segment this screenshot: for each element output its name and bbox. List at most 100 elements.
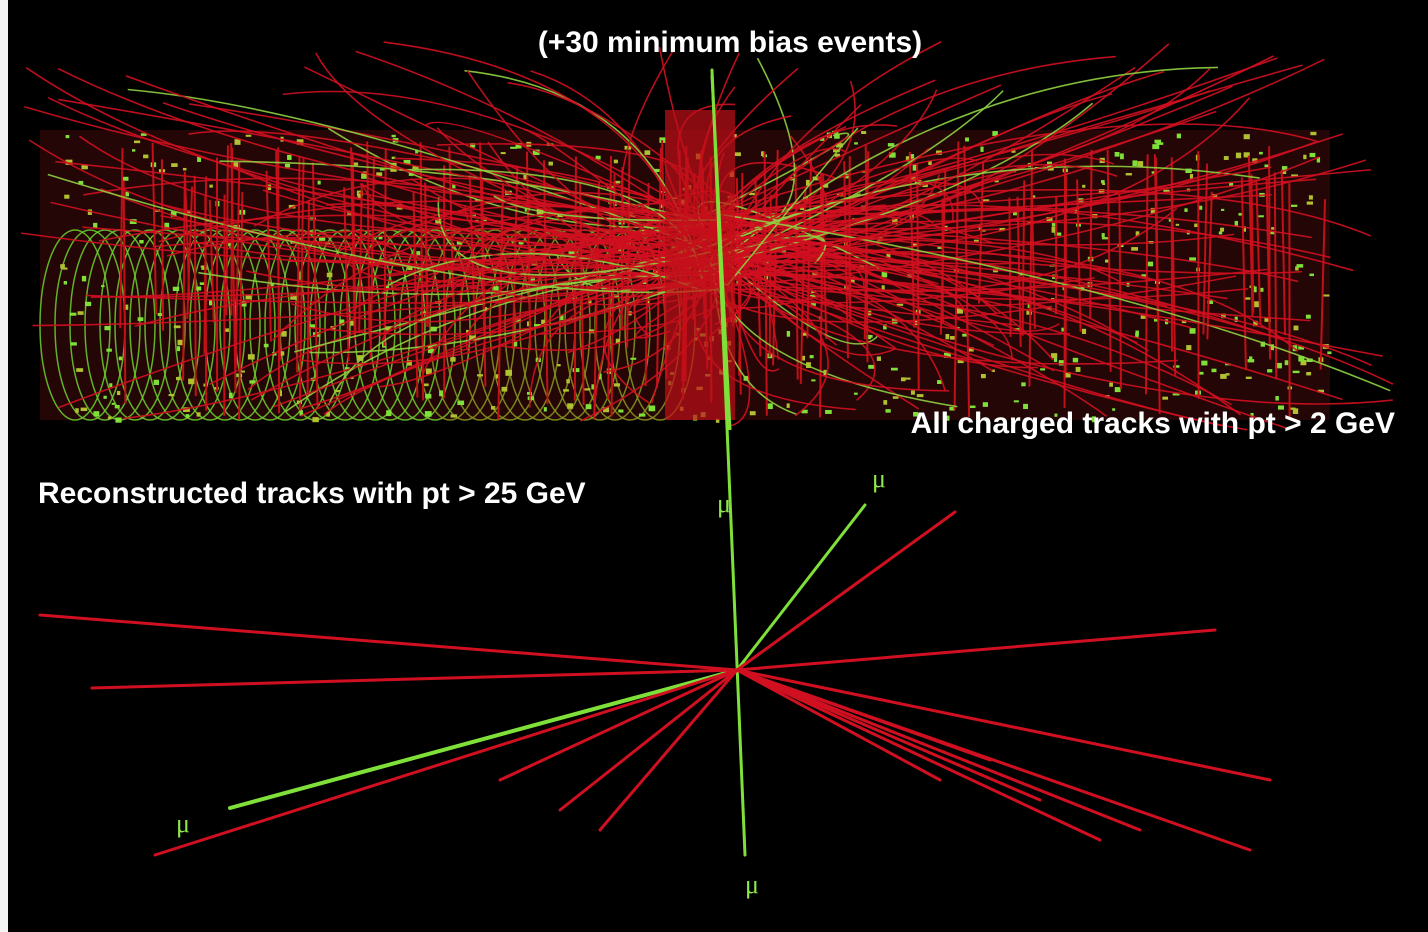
hit [85, 302, 91, 306]
hit [229, 393, 233, 399]
hit [566, 379, 570, 383]
hit [544, 407, 547, 411]
hit [117, 391, 120, 395]
hit [1126, 173, 1132, 175]
hit [1102, 183, 1105, 185]
hit [1219, 231, 1222, 234]
hit [1221, 209, 1224, 211]
hit [811, 379, 815, 381]
hit [138, 317, 144, 321]
hit [171, 163, 177, 167]
hit [1082, 329, 1086, 334]
hit [176, 377, 180, 380]
hit [567, 403, 573, 408]
hit [1307, 201, 1313, 204]
hit [854, 393, 858, 395]
hit [101, 285, 104, 287]
hit [173, 287, 179, 291]
hit [1189, 257, 1196, 260]
hit [1156, 142, 1163, 145]
hit [246, 135, 252, 137]
hit [200, 282, 205, 285]
hit [810, 355, 814, 358]
hit [491, 406, 495, 410]
hit [1306, 372, 1311, 375]
hit [424, 383, 429, 386]
hit [70, 313, 77, 316]
hit [132, 149, 135, 151]
hit [139, 240, 143, 243]
hit [1138, 161, 1144, 167]
hit [1246, 377, 1252, 379]
hit [493, 286, 498, 290]
hit [1131, 247, 1138, 251]
hit [1245, 297, 1250, 299]
hit [1294, 326, 1299, 331]
hit [188, 379, 194, 385]
hit [885, 409, 890, 412]
hit [1306, 315, 1311, 319]
hit [528, 396, 534, 400]
hit [616, 181, 621, 184]
hit [450, 357, 455, 362]
hit [1135, 331, 1139, 336]
hit [134, 141, 140, 144]
hit [825, 410, 832, 414]
hit [644, 150, 650, 155]
hit [1267, 369, 1272, 372]
hit [1327, 351, 1331, 354]
hit [64, 195, 69, 199]
hit [177, 346, 180, 351]
hit [1275, 396, 1279, 401]
left-border [0, 0, 8, 932]
hit [104, 326, 110, 330]
hit [1224, 156, 1229, 160]
hit [937, 380, 941, 384]
hit [1220, 228, 1224, 232]
hit [965, 138, 969, 142]
hit [630, 358, 636, 360]
hit [60, 264, 65, 269]
hit [1162, 397, 1168, 400]
muon-label: μ [176, 809, 190, 838]
hit [115, 417, 121, 422]
hit [1082, 185, 1085, 188]
hit [1225, 373, 1229, 375]
hit [1271, 227, 1274, 230]
hit [248, 354, 255, 359]
hit [66, 135, 70, 138]
hit [901, 377, 906, 381]
hit [103, 396, 106, 399]
hit [1260, 288, 1263, 292]
muon-label: μ [745, 870, 759, 899]
hit [882, 285, 885, 289]
hit [93, 411, 99, 416]
hit [1076, 367, 1081, 372]
hit [618, 410, 623, 413]
hit [750, 411, 756, 415]
page: (+30 minimum bias events) All charged tr… [0, 0, 1428, 932]
hit [169, 394, 175, 396]
hit [186, 414, 190, 418]
hit [1059, 360, 1064, 365]
hit [614, 160, 618, 164]
hit [980, 147, 983, 152]
event-display: (+30 minimum bias events) All charged tr… [0, 0, 1428, 932]
hit [197, 412, 201, 416]
hit-column [1269, 146, 1270, 334]
hit [883, 400, 887, 405]
hit [287, 155, 292, 160]
hit [1132, 160, 1137, 166]
hit [78, 311, 84, 315]
hit [981, 374, 986, 378]
hit [911, 390, 915, 394]
hit [477, 374, 483, 376]
hit [1148, 262, 1154, 267]
hit [893, 396, 899, 399]
hit [1211, 369, 1216, 372]
title: (+30 minimum bias events) [538, 26, 922, 59]
hit [639, 414, 645, 417]
hit [1184, 208, 1187, 212]
hit [327, 273, 333, 278]
hit [1115, 387, 1121, 392]
